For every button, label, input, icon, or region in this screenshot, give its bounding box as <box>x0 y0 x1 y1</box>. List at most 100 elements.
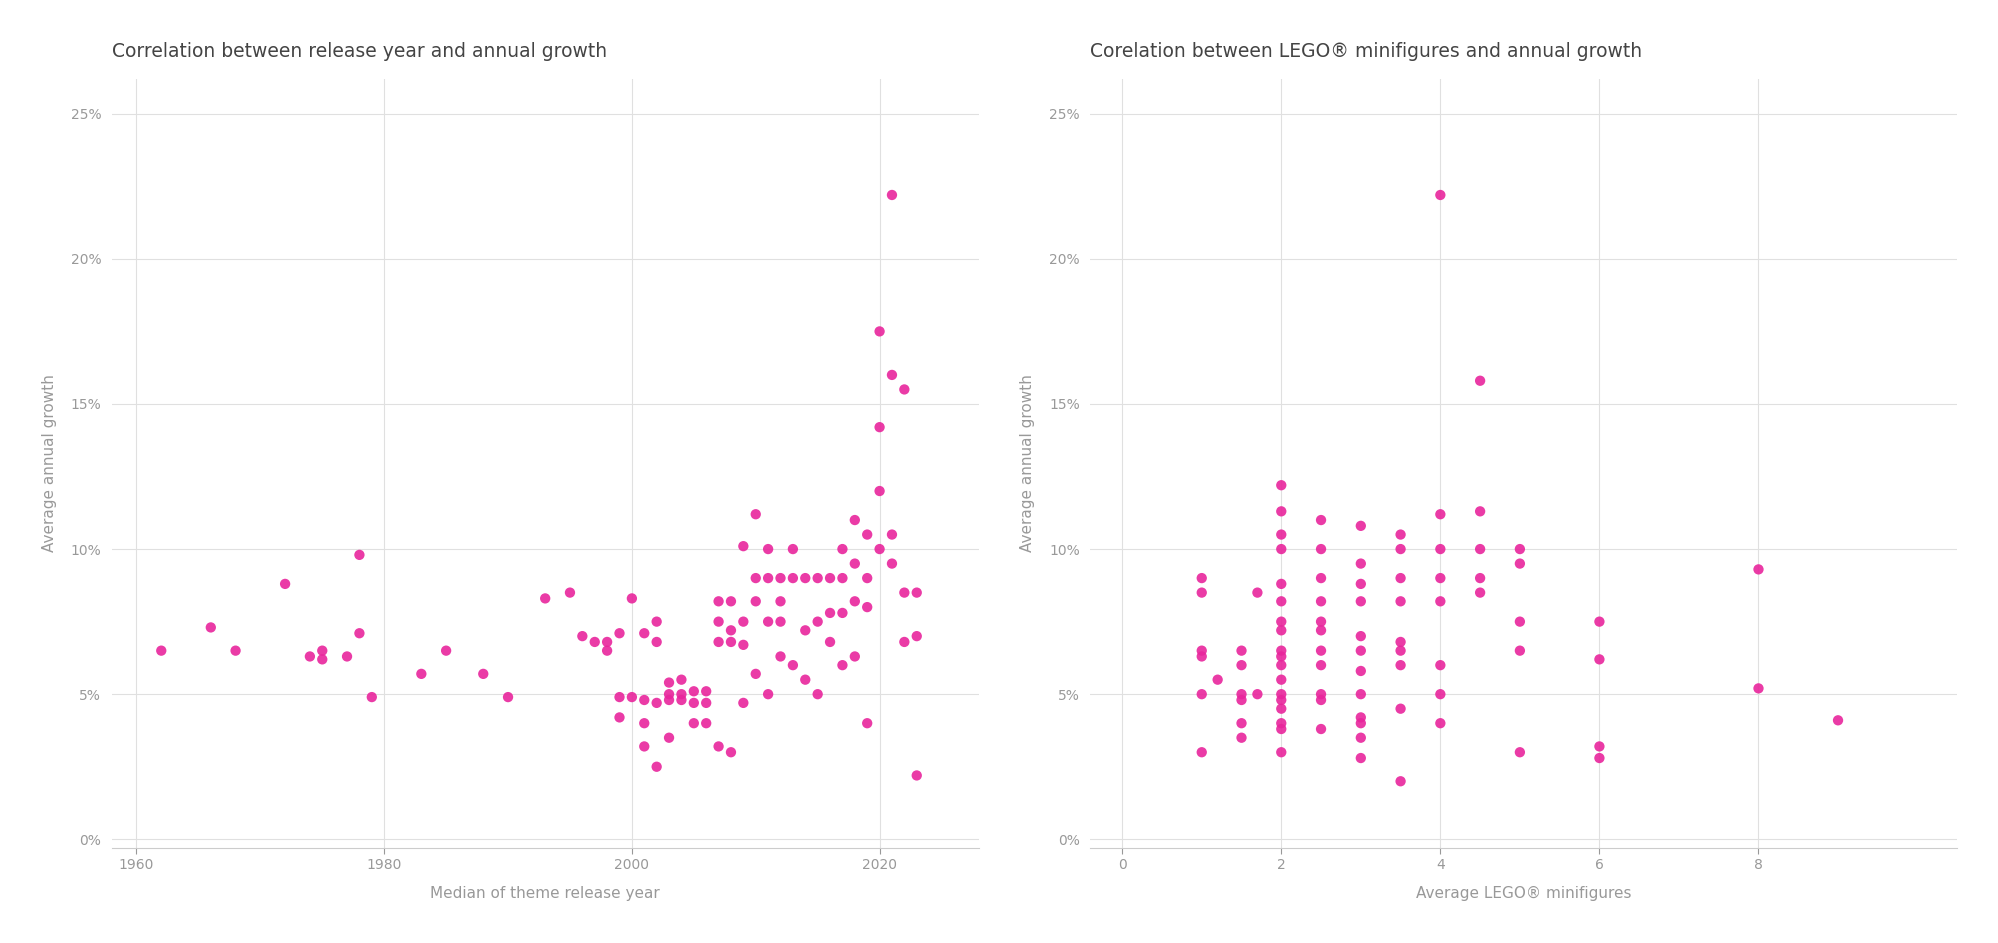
Point <box>1305 594 1337 609</box>
Point <box>677 695 709 710</box>
Point <box>627 692 659 707</box>
Point <box>1345 687 1377 702</box>
Point <box>220 643 252 658</box>
Point <box>825 657 857 672</box>
Point <box>1385 773 1417 788</box>
Point <box>1265 716 1297 731</box>
Point <box>851 571 883 586</box>
Point <box>1502 614 1534 629</box>
Point <box>1502 745 1534 760</box>
Point <box>565 629 597 644</box>
Point <box>801 571 833 586</box>
Point <box>270 576 302 591</box>
Point <box>639 614 671 629</box>
Point <box>1385 657 1417 672</box>
Point <box>1742 681 1774 696</box>
Point <box>430 643 462 658</box>
Point <box>689 684 721 699</box>
Point <box>875 556 907 571</box>
Point <box>294 649 326 664</box>
Point <box>701 635 733 650</box>
Point <box>677 684 709 699</box>
Point <box>727 614 759 629</box>
Point <box>875 368 907 383</box>
Point <box>1265 594 1297 609</box>
Point <box>751 541 783 556</box>
Point <box>1425 594 1457 609</box>
Point <box>1185 649 1217 664</box>
Point <box>863 420 895 435</box>
Point <box>1463 541 1495 556</box>
Point <box>1185 585 1217 600</box>
Point <box>1582 614 1614 629</box>
Point <box>901 768 933 783</box>
Point <box>1305 512 1337 527</box>
Point <box>1305 622 1337 637</box>
Point <box>1225 687 1257 702</box>
Point <box>1385 527 1417 542</box>
Point <box>739 594 771 609</box>
Point <box>1265 576 1297 591</box>
Point <box>553 585 585 600</box>
Point <box>1502 556 1534 571</box>
Y-axis label: Average annual growth: Average annual growth <box>1019 374 1035 553</box>
Point <box>1820 713 1852 728</box>
Point <box>639 759 671 774</box>
Point <box>1241 585 1273 600</box>
Point <box>1185 571 1217 586</box>
Point <box>603 689 635 704</box>
Point <box>1305 721 1337 736</box>
Point <box>1345 710 1377 725</box>
X-axis label: Average LEGO® minifigures: Average LEGO® minifigures <box>1415 886 1630 902</box>
Point <box>727 695 759 710</box>
Point <box>1265 478 1297 493</box>
Point <box>1463 571 1495 586</box>
Point <box>665 692 697 707</box>
Point <box>1305 692 1337 707</box>
Point <box>875 188 907 203</box>
Point <box>1345 629 1377 644</box>
Point <box>715 594 747 609</box>
Point <box>1425 506 1457 521</box>
Point <box>1345 664 1377 679</box>
Point <box>1225 730 1257 745</box>
Point <box>406 667 438 682</box>
Point <box>777 541 809 556</box>
Point <box>529 591 561 606</box>
Point <box>887 635 919 650</box>
Point <box>727 637 759 653</box>
Point <box>146 643 178 658</box>
Point <box>739 571 771 586</box>
Point <box>1201 672 1233 687</box>
Point <box>901 585 933 600</box>
Point <box>1265 702 1297 717</box>
Point <box>751 571 783 586</box>
Point <box>1385 635 1417 650</box>
Point <box>1225 716 1257 731</box>
Point <box>1265 504 1297 519</box>
Point <box>825 541 857 556</box>
Point <box>1265 541 1297 556</box>
Point <box>739 506 771 521</box>
Point <box>1425 541 1457 556</box>
Point <box>839 556 871 571</box>
Point <box>1265 687 1297 702</box>
Point <box>356 689 388 704</box>
Point <box>627 716 659 731</box>
Point <box>839 649 871 664</box>
Point <box>1265 672 1297 687</box>
Point <box>1345 751 1377 766</box>
Point <box>627 739 659 754</box>
Point <box>1385 541 1417 556</box>
Point <box>1265 527 1297 542</box>
Point <box>1305 687 1337 702</box>
Point <box>1185 687 1217 702</box>
Point <box>1241 687 1273 702</box>
Point <box>689 716 721 731</box>
Point <box>875 527 907 542</box>
Point <box>1582 751 1614 766</box>
Point <box>763 594 795 609</box>
Point <box>653 687 685 702</box>
Point <box>1265 745 1297 760</box>
Point <box>1265 649 1297 664</box>
